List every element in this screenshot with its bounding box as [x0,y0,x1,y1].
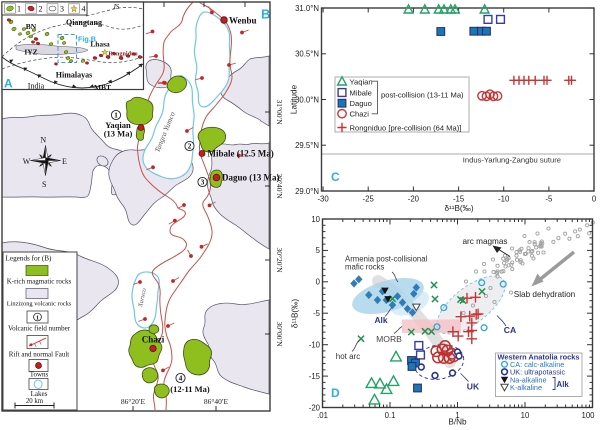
svg-text:K-alkaline: K-alkaline [510,383,542,392]
svg-text:4: 4 [179,374,183,383]
svg-text:Linzizong volcanic rocks: Linzizong volcanic rocks [7,301,72,308]
svg-text:Mibale (12.5 Ma): Mibale (12.5 Ma) [208,149,274,159]
svg-text:0.1: 0.1 [385,411,396,420]
svg-text:31°00′N: 31°00′N [275,99,284,125]
svg-text:δ¹¹B(‰): δ¹¹B(‰) [444,204,473,213]
svg-text:Rongniduo: Rongniduo [108,51,137,58]
svg-text:0: 0 [592,195,597,204]
svg-text:1: 1 [36,314,39,321]
svg-text:post-collision (13-11 Ma): post-collision (13-11 Ma) [381,90,464,99]
svg-text:(12-11 Ma): (12-11 Ma) [170,384,210,394]
svg-text:30.5°N: 30.5°N [295,50,319,59]
svg-text:Lakes: Lakes [31,390,48,398]
svg-text:1: 1 [455,411,459,420]
svg-text:arc magmas: arc magmas [462,237,507,246]
svg-text:Yaqian: Yaqian [350,77,373,86]
svg-text:Lhasa: Lhasa [90,40,110,49]
svg-text:-5: -5 [313,309,321,318]
svg-text:-25: -25 [363,195,375,204]
svg-text:A: A [4,77,13,91]
svg-text:Qiangtang: Qiangtang [66,18,102,27]
svg-text:10: 10 [311,215,320,224]
svg-text:Slab dehydration: Slab dehydration [514,290,576,299]
svg-text:-10: -10 [498,195,510,204]
svg-text:20 km: 20 km [26,398,44,405]
svg-text:Latitude: Latitude [290,84,299,114]
svg-text:C: C [331,170,340,184]
svg-text:Fig.B: Fig.B [78,35,96,44]
svg-text:K-rich magmatic rocks: K-rich magmatic rocks [7,278,72,286]
svg-text:31.0°N: 31.0°N [295,4,319,13]
svg-text:30°00′N: 30°00′N [275,321,284,347]
svg-text:mafic rocks: mafic rocks [345,263,385,272]
svg-text:W: W [23,157,31,166]
svg-text:Yaqian: Yaqian [105,120,131,130]
svg-text:IYZ: IYZ [24,48,37,57]
svg-text:MBT: MBT [94,83,111,92]
svg-text:hot arc: hot arc [336,352,360,361]
svg-text:Western Anatolia rocks: Western Anatolia rocks [498,353,580,362]
svg-text:Himalayas: Himalayas [56,71,92,80]
svg-text:Armenia post-collisional: Armenia post-collisional [345,255,428,264]
svg-text:India: India [28,82,45,91]
svg-text:JS: JS [113,3,120,11]
svg-text:1: 1 [114,111,118,120]
svg-text:BN: BN [26,22,37,31]
svg-text:86°20′E: 86°20′E [121,397,146,406]
svg-text:-15: -15 [453,195,465,204]
svg-text:29.5°N: 29.5°N [295,141,319,150]
svg-text:Indus-Yarlung-Zangbu suture: Indus-Yarlung-Zangbu suture [463,156,561,165]
svg-text:Legends for (B): Legends for (B) [6,255,53,263]
svg-text:(13 Ma): (13 Ma) [104,129,133,139]
svg-text:10: 10 [521,411,530,420]
svg-text:δ¹¹B(‰): δ¹¹B(‰) [291,299,300,328]
svg-text:30°20′N: 30°20′N [275,247,284,273]
svg-text:Daguo: Daguo [350,99,372,108]
svg-text:Rongniduo [pre-collision (64: Rongniduo [pre-collision (64 Ma)] [350,123,462,132]
svg-text:4: 4 [82,5,86,14]
svg-text:Chazi: Chazi [350,110,370,119]
svg-text:Towns: Towns [30,371,49,379]
svg-text:0: 0 [316,278,321,287]
svg-text:-20: -20 [309,403,321,412]
svg-text:-5: -5 [545,195,553,204]
svg-text:Volcanic field number: Volcanic field number [8,325,71,333]
svg-text:UK: ultrapotassic: UK: ultrapotassic [510,368,566,377]
svg-text:30°40′N: 30°40′N [275,173,284,199]
svg-text:Alk: Alk [557,380,570,389]
svg-text:-20: -20 [408,195,420,204]
svg-text:Rift and normal Fault: Rift and normal Fault [9,351,70,359]
svg-text:CA: calc-alkaline: CA: calc-alkaline [510,360,564,369]
svg-text:Chazi: Chazi [142,335,165,345]
svg-text:B/Nb: B/Nb [448,417,467,425]
svg-text:3: 3 [60,5,64,14]
svg-text:Wenbu: Wenbu [229,16,257,26]
svg-text:Mibale: Mibale [350,88,372,97]
svg-text:Daguo (13 Ma): Daguo (13 Ma) [222,173,280,183]
svg-text:29.0°N: 29.0°N [295,187,319,196]
svg-text:Alk: Alk [374,315,387,325]
svg-text:Na-alkaline: Na-alkaline [510,375,547,384]
svg-text:30.0°N: 30.0°N [295,95,319,104]
svg-text:.01: .01 [317,411,328,420]
svg-text:2: 2 [39,5,43,14]
svg-text:100: 100 [581,411,595,420]
svg-text:D: D [331,386,340,400]
svg-text:Xuruco: Xuruco [137,287,148,309]
svg-text:MORB: MORB [376,334,402,344]
svg-text:1: 1 [17,5,21,14]
svg-text:3: 3 [201,178,205,187]
svg-text:-10: -10 [309,341,321,350]
svg-text:N: N [40,136,46,145]
svg-text:86°40′E: 86°40′E [204,397,229,406]
svg-text:CA: CA [504,325,516,335]
svg-text:E: E [62,157,67,166]
svg-text:5: 5 [316,246,321,255]
svg-text:-15: -15 [309,372,321,381]
svg-text:B: B [261,7,270,22]
svg-text:UK: UK [467,382,480,392]
svg-text:2: 2 [188,142,192,151]
svg-text:-30: -30 [317,195,329,204]
svg-text:S: S [42,180,46,189]
